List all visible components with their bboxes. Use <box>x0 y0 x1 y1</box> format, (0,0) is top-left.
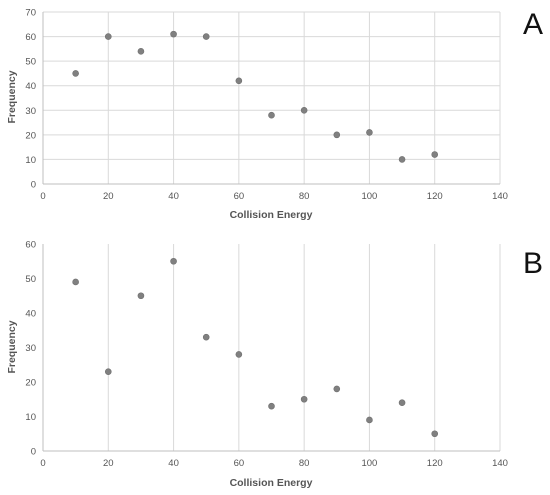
chart-b-y-tick-label: 30 <box>25 343 36 354</box>
chart-b-x-tick-label: 0 <box>40 458 45 469</box>
chart-a-x-tick-label: 100 <box>361 191 377 202</box>
chart-b-grid <box>107 244 501 451</box>
chart-a-y-tick-label: 70 <box>25 8 36 19</box>
chart-b-data-point <box>170 257 177 265</box>
chart-a-axes <box>42 12 500 185</box>
chart-a-ticks: 0 20 40 60 80 100 120 140 0 10 20 30 40 50 60 70 <box>25 8 508 203</box>
chart-b-y-axis-title: Frequency <box>6 320 18 373</box>
chart-a-x-tick-label: 80 <box>299 191 310 202</box>
chart-b-y-tick-label: 20 <box>25 378 36 389</box>
chart-b-x-tick-label: 60 <box>234 458 245 469</box>
chart-a-y-tick-label: 0 <box>31 180 36 191</box>
chart-b-data-point <box>268 402 275 410</box>
chart-a-y-tick-label: 50 <box>25 57 36 68</box>
chart-b-data-point <box>333 385 341 393</box>
chart-a-data-point <box>333 131 341 139</box>
chart-a-y-tick-label: 40 <box>25 81 36 92</box>
chart-b-x-tick-label: 80 <box>299 458 310 469</box>
chart-b-y-tick-label: 0 <box>31 447 36 458</box>
chart-a-points <box>72 30 439 163</box>
chart-b-x-tick-label: 100 <box>361 458 377 469</box>
chart-b: 0 20 40 60 80 100 120 140 0 10 20 30 40 50 60 Collisio… <box>6 240 543 490</box>
chart-b-ticks: 0 20 40 60 80 100 120 140 0 10 20 30 40 50 60 <box>25 240 508 470</box>
chart-b-x-tick-label: 20 <box>103 458 114 469</box>
chart-b-y-tick-label: 10 <box>25 412 36 423</box>
chart-a-panel-label: A <box>523 8 543 41</box>
chart-a-data-point <box>202 33 210 40</box>
chart-b-panel-label: B <box>523 247 543 280</box>
chart-a-data-point <box>366 129 373 136</box>
chart-b-data-point <box>366 416 373 424</box>
chart-a-data-point <box>431 151 439 158</box>
chart-a-data-point <box>300 106 308 114</box>
chart-a-x-tick-label: 120 <box>427 191 443 202</box>
chart-b-data-point <box>202 333 210 341</box>
chart-a-data-point <box>104 33 112 40</box>
chart-a: 0 20 40 60 80 100 120 140 0 10 20 30 40 50 60 70 Collis… <box>6 8 543 222</box>
chart-a-data-point <box>398 156 406 163</box>
chart-a-data-point <box>72 70 79 77</box>
chart-b-data-point <box>72 278 79 286</box>
chart-a-y-tick-label: 30 <box>25 106 36 117</box>
chart-a-data-point <box>170 30 177 38</box>
chart-b-x-axis-title: Collision Energy <box>230 477 313 489</box>
chart-a-x-tick-label: 0 <box>40 191 45 202</box>
chart-b-axes <box>42 244 500 452</box>
chart-a-x-axis-title: Collision Energy <box>230 209 313 221</box>
chart-b-y-tick-label: 60 <box>25 240 36 251</box>
chart-a-x-tick-label: 140 <box>492 191 508 202</box>
chart-b-data-point <box>235 351 243 358</box>
chart-b-data-point <box>431 430 439 438</box>
chart-b-data-point <box>300 395 308 403</box>
chart-a-y-tick-label: 60 <box>25 32 36 43</box>
chart-b-y-tick-label: 40 <box>25 309 36 320</box>
chart-b-data-point <box>398 399 406 407</box>
chart-a-x-tick-label: 60 <box>234 191 245 202</box>
chart-b-y-tick-label: 50 <box>25 274 36 285</box>
chart-b-data-point <box>137 292 145 300</box>
chart-a-data-point <box>268 111 275 119</box>
chart-a-x-tick-label: 40 <box>168 191 179 202</box>
chart-b-points <box>72 257 439 438</box>
chart-b-x-tick-label: 140 <box>492 458 508 469</box>
chart-a-x-tick-label: 20 <box>103 191 114 202</box>
chart-b-x-tick-label: 120 <box>427 458 443 469</box>
chart-a-grid <box>43 11 501 184</box>
chart-a-data-point <box>235 77 243 85</box>
chart-a-y-tick-label: 10 <box>25 155 36 166</box>
chart-b-data-point <box>104 368 112 375</box>
chart-a-data-point <box>137 48 145 55</box>
chart-a-y-axis-title: Frequency <box>6 70 18 123</box>
chart-b-x-tick-label: 40 <box>168 458 179 469</box>
chart-a-y-tick-label: 20 <box>25 130 36 141</box>
